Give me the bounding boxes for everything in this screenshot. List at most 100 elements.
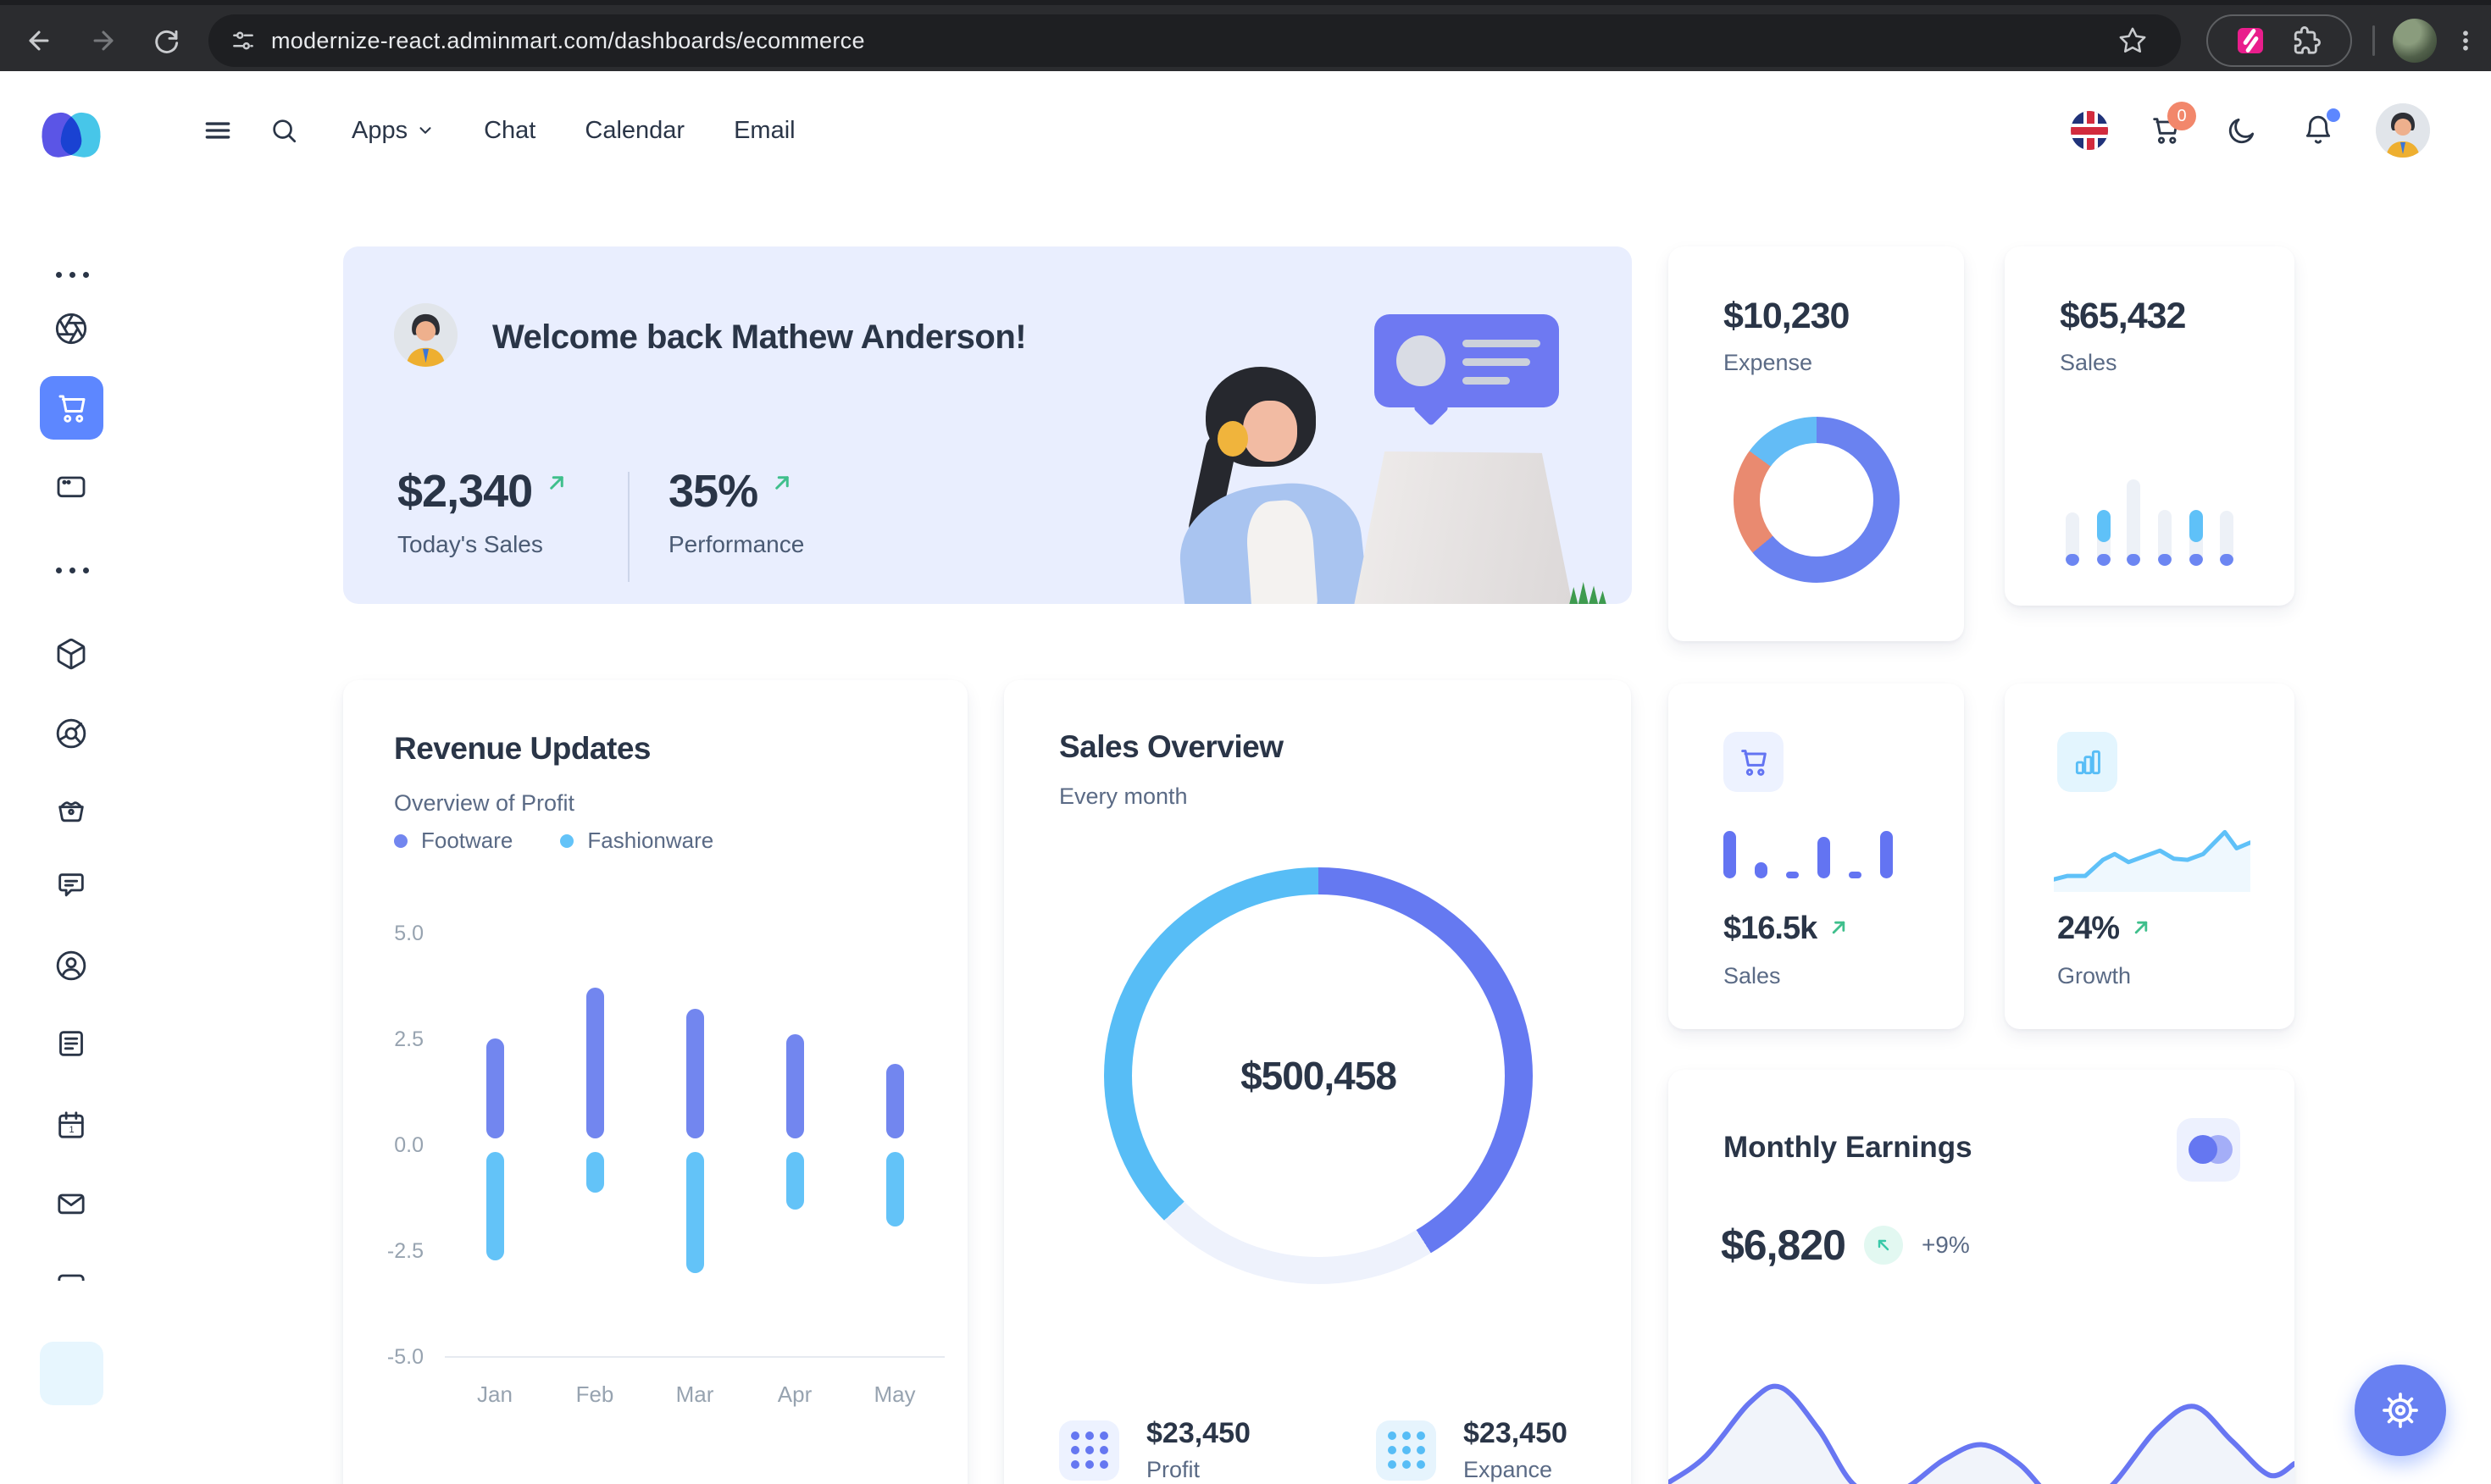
growth-sparkline-chart (2054, 829, 2250, 892)
todays-sales-value: $2,340 (397, 466, 533, 517)
moon-icon (2228, 118, 2255, 144)
browser-reload-button[interactable] (144, 19, 188, 63)
gear-icon (2383, 1393, 2418, 1428)
expense-value: $10,230 (1723, 296, 1850, 336)
browser-menu-button[interactable] (2444, 19, 2488, 63)
growth-value: 24% (2057, 911, 2120, 946)
hamburger-icon (205, 122, 230, 139)
footware-bar (785, 1034, 804, 1138)
sidebar-item-basket[interactable] (54, 793, 88, 827)
sidebar-item-calendar[interactable]: 1 (54, 1108, 88, 1142)
headset-icon (1218, 421, 1248, 457)
earnings-coins-icon[interactable] (2177, 1118, 2240, 1182)
performance-label: Performance (669, 531, 805, 557)
url-text: modernize-react.adminmart.com/dashboards… (271, 27, 865, 53)
sales-mini-bar-chart (1723, 826, 1918, 878)
browser-back-button[interactable] (17, 19, 61, 63)
nav-apps-label: Apps (352, 116, 408, 144)
menu-toggle-button[interactable] (199, 112, 236, 149)
avatar-illustration (2376, 103, 2430, 158)
sidebar-item-apps[interactable] (54, 637, 88, 671)
uk-flag-icon (2071, 111, 2108, 150)
nav-calendar[interactable]: Calendar (585, 117, 685, 145)
trend-up-icon (775, 476, 789, 490)
nav-apps[interactable]: Apps (352, 117, 435, 145)
footware-bar (485, 1038, 504, 1138)
y-tick-label: 0.0 (394, 1133, 424, 1157)
settings-fab[interactable] (2355, 1365, 2446, 1456)
chrome-divider (2372, 25, 2375, 56)
user-avatar[interactable] (2376, 103, 2430, 158)
sidebar-item-dashboard[interactable] (54, 312, 88, 346)
sidebar-item-ecommerce-active[interactable] (40, 376, 103, 440)
sidebar-item-frontend-pages[interactable] (54, 469, 88, 503)
app-window: 1 Apps Chat Calendar Email (0, 71, 2491, 1484)
sidebar-item-chats[interactable] (54, 869, 88, 903)
sidebar-item-notes[interactable] (54, 1027, 88, 1060)
welcome-title: Welcome back Mathew Anderson! (492, 318, 1027, 356)
sidebar-item-highlighted[interactable] (40, 1342, 103, 1405)
sidebar: 1 (0, 71, 143, 1484)
sales-label: Sales (2060, 350, 2117, 375)
language-flag-button[interactable] (2071, 111, 2108, 150)
sidebar-section-dots-icon (56, 272, 89, 278)
stat-divider (628, 472, 630, 582)
fashionware-bar (585, 1152, 604, 1193)
browser-forward-button[interactable] (81, 19, 125, 63)
x-tick-label: May (874, 1382, 916, 1407)
welcome-card: Welcome back Mathew Anderson! $2,340 Tod… (343, 246, 1632, 604)
legend-item[interactable]: Fashionware (560, 828, 713, 854)
fashionware-bar (485, 1152, 504, 1260)
monthly-earnings-value: $6,820 (1721, 1221, 1846, 1269)
bell-icon (2305, 115, 2331, 144)
sidebar-item-tickets-partial[interactable] (54, 1267, 88, 1281)
extensions-pill (2206, 14, 2352, 67)
sales-overview-donut-chart: $500,458 (1104, 867, 1533, 1284)
overview-total: $500,458 (1240, 1054, 1397, 1098)
sales-overview-card: Sales Overview Every month $500,458 $23,… (1004, 680, 1631, 1484)
chevron-down-icon (419, 127, 431, 134)
site-settings-icon[interactable] (230, 28, 256, 53)
bookmark-star-icon[interactable] (2118, 26, 2147, 55)
cart-button[interactable]: 0 (2147, 102, 2196, 149)
column-pill (2097, 510, 2111, 566)
sidebar-item-user-profile[interactable] (54, 949, 88, 983)
forward-arrow-icon (93, 30, 114, 51)
monthly-earnings-title: Monthly Earnings (1723, 1131, 1972, 1164)
revenue-updates-card: Revenue Updates Overview of Profit Footw… (343, 680, 968, 1484)
y-tick-label: 5.0 (394, 922, 424, 945)
extensions-puzzle-icon[interactable] (2292, 26, 2322, 55)
pinned-extension-icon[interactable] (2237, 28, 2263, 53)
y-tick-label: -2.5 (386, 1239, 424, 1263)
performance-stat: 35% Performance (669, 465, 804, 558)
monthly-earnings-delta: +9% (1921, 1232, 1970, 1258)
svg-text:1: 1 (69, 1125, 75, 1135)
sidebar-item-email[interactable] (54, 1187, 88, 1221)
monthly-earnings-card: Monthly Earnings $6,820 +9% (1668, 1070, 2294, 1484)
mini-bar (1786, 872, 1799, 878)
column-pill (2189, 510, 2203, 566)
dark-mode-button[interactable] (2223, 112, 2261, 149)
plant-illustration (1569, 582, 1606, 604)
expance-value: $23,450 (1463, 1417, 1567, 1449)
nav-chat[interactable]: Chat (484, 117, 535, 145)
sales-value: $65,432 (2060, 296, 2186, 336)
address-bar[interactable]: modernize-react.adminmart.com/dashboards… (208, 14, 2181, 67)
legend-item[interactable]: Footware (394, 828, 513, 854)
browser-profile-avatar[interactable] (2393, 19, 2437, 63)
search-button[interactable] (265, 112, 302, 149)
main-page: Apps Chat Calendar Email 0 (143, 71, 2491, 1484)
nav-email[interactable]: Email (734, 117, 796, 145)
speech-bubble-illustration (1374, 314, 1559, 407)
grid-dots-icon (1376, 1420, 1436, 1481)
revenue-title: Revenue Updates (394, 731, 652, 766)
column-pill (2066, 512, 2079, 566)
mini-bar (1849, 872, 1861, 878)
fashionware-bar (885, 1152, 904, 1227)
notifications-button[interactable] (2300, 108, 2340, 149)
profit-item: $23,450 Profit (1059, 1417, 1251, 1483)
monitor-illustration (1354, 451, 1573, 604)
modernize-logo[interactable] (37, 109, 105, 162)
expense-card: $10,230 Expense (1668, 246, 1964, 641)
sidebar-item-widgets[interactable] (54, 717, 88, 750)
